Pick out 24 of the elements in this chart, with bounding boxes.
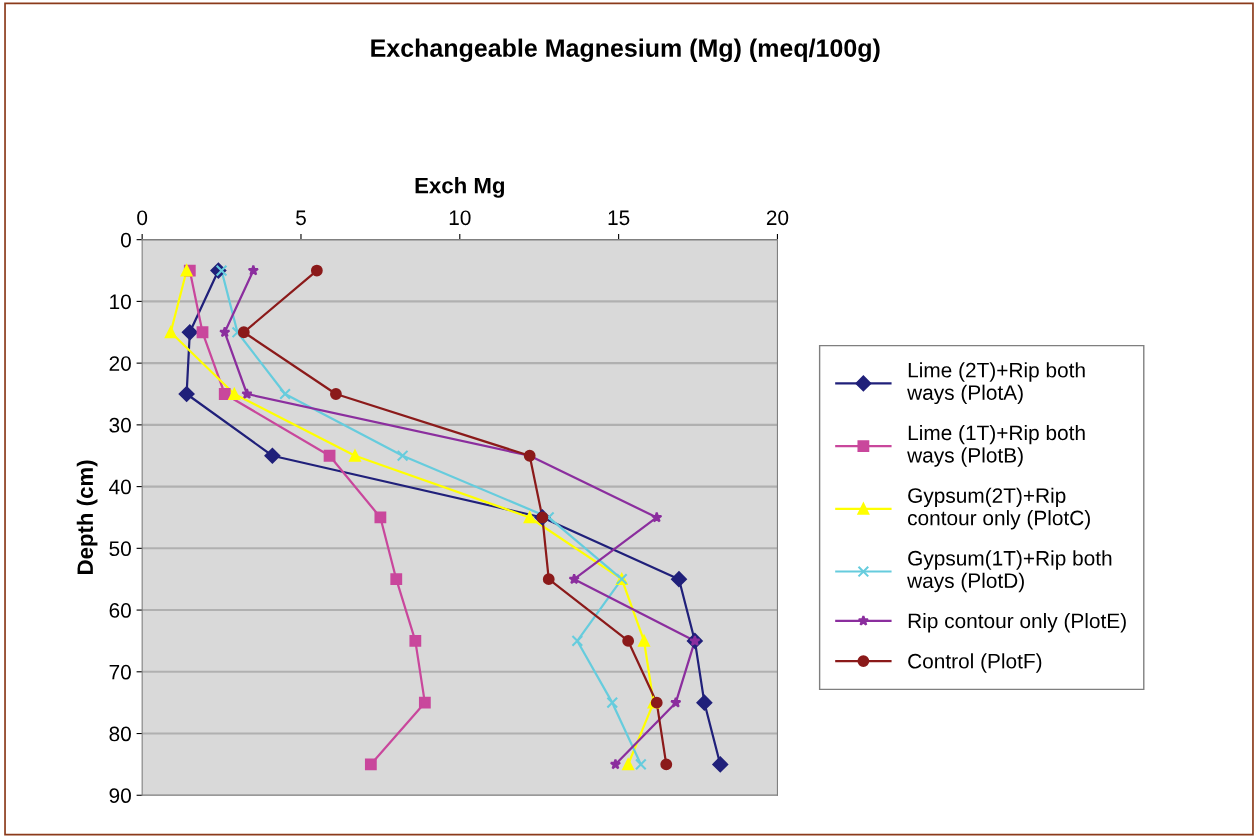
y-tick-label: 40 <box>109 479 131 495</box>
y-tick-label: 20 <box>109 356 131 371</box>
legend-label: Gypsum(2T)+Rip contour only (PlotC) <box>908 487 1090 530</box>
chart-title: Exchangeable Magnesium (Mg) (meq/100g) <box>371 38 880 62</box>
legend-label: Lime (2T)+Rip both ways (PlotA) <box>907 362 1085 405</box>
y-axis-title: Depth (cm) <box>76 460 98 574</box>
legend-label: Lime (1T)+Rip both ways (PlotB) <box>907 424 1085 467</box>
x-tick-label: 10 <box>449 210 471 226</box>
x-tick-label: 15 <box>608 210 630 226</box>
y-tick-label: 10 <box>110 294 131 310</box>
legend-label: Rip contour only (PlotE) <box>908 613 1126 633</box>
x-tick-label: 0 <box>137 210 148 226</box>
y-tick-label: 80 <box>109 726 131 742</box>
x-axis-title: Exch Mg <box>415 177 504 198</box>
y-tick-label: 50 <box>109 541 131 557</box>
legend-label: Gypsum(1T)+Rip both ways (PlotD) <box>907 550 1112 593</box>
x-tick-label: 5 <box>296 210 306 226</box>
y-tick-label: 70 <box>109 664 131 680</box>
y-tick-label: 30 <box>109 417 131 433</box>
y-tick-label: 90 <box>109 788 131 804</box>
x-tick-label: 20 <box>766 210 789 226</box>
legend-label: Control (PlotF) <box>908 653 1042 673</box>
y-tick-label: 0 <box>120 232 131 248</box>
y-tick-label: 60 <box>109 603 131 618</box>
